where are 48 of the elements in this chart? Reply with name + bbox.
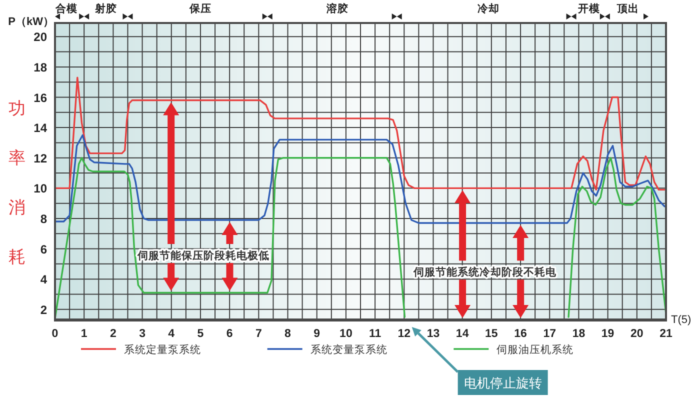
x-tick-label: 14 bbox=[456, 328, 470, 340]
x-tick-label: 10 bbox=[340, 328, 352, 340]
text: 功率消耗 bbox=[8, 99, 26, 266]
x-tick-label: 13 bbox=[426, 328, 440, 340]
line-series bbox=[55, 76, 666, 191]
y-tick-label: 18 bbox=[34, 60, 48, 74]
y-tick-label: 10 bbox=[34, 182, 48, 196]
y-tick-label: 14 bbox=[34, 121, 48, 136]
y-tick-label: 4 bbox=[40, 272, 48, 287]
text: 电机停止旋转 bbox=[464, 376, 542, 390]
x-axis-title: T(5) bbox=[671, 314, 692, 326]
x-tick-label: 1 bbox=[80, 328, 88, 340]
y-tick-label: 8 bbox=[40, 212, 48, 226]
text: 顶出 bbox=[616, 2, 640, 15]
legend-label: 系统定量泵系统 bbox=[124, 343, 201, 356]
x-tick-label: 6 bbox=[226, 328, 233, 340]
x-tick-label: 5 bbox=[197, 328, 204, 340]
x-tick-label: 4 bbox=[168, 328, 176, 340]
text: 射胶 bbox=[94, 2, 117, 15]
legend-label: 系统变量泵系统 bbox=[310, 343, 388, 356]
x-tick-label: 15 bbox=[485, 328, 498, 340]
x-tick-label: 0 bbox=[52, 328, 58, 340]
legend-label: 伺服油压机系统 bbox=[496, 343, 574, 356]
y-tick-label: 6 bbox=[40, 242, 48, 256]
x-tick-label: 3 bbox=[139, 328, 146, 340]
y-tick-label: 20 bbox=[34, 30, 48, 44]
y-tick-label: 12 bbox=[34, 151, 48, 166]
x-tick-label: 12 bbox=[398, 328, 411, 340]
text: 冷却 bbox=[478, 2, 500, 15]
x-tick-label: 11 bbox=[368, 328, 382, 340]
x-tick-label: 20 bbox=[630, 328, 644, 340]
text: 开模 bbox=[577, 2, 600, 15]
x-tick-label: 16 bbox=[514, 328, 527, 340]
y-axis-title: P（kW） bbox=[8, 16, 54, 28]
x-tick-label: 21 bbox=[660, 328, 673, 340]
x-tick-label: 19 bbox=[601, 328, 614, 340]
text: 溶胶 bbox=[325, 2, 348, 15]
line-series bbox=[55, 134, 666, 224]
text: 合模 bbox=[54, 2, 78, 15]
x-tick-label: 18 bbox=[572, 328, 586, 340]
x-tick-label: 17 bbox=[543, 328, 556, 340]
x-tick-label: 7 bbox=[255, 328, 262, 340]
y-tick-label: 2 bbox=[40, 302, 48, 317]
x-tick-label: 8 bbox=[284, 328, 292, 340]
x-tick-label: 9 bbox=[314, 328, 320, 340]
text: 保压 bbox=[188, 3, 212, 15]
x-tick-label: 2 bbox=[110, 328, 116, 340]
y-tick-label: 16 bbox=[34, 90, 48, 105]
